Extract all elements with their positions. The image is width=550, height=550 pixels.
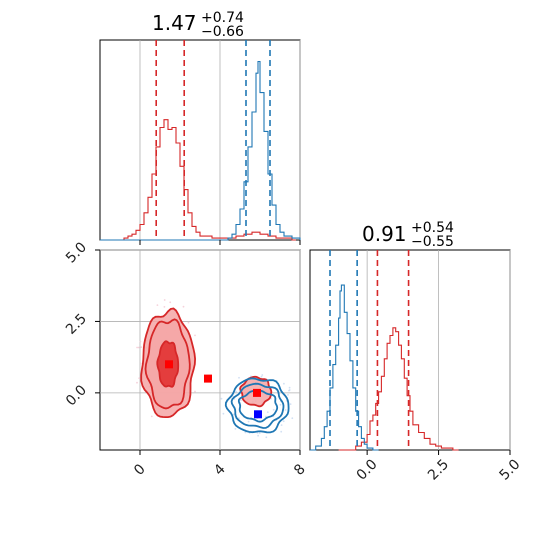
scatter-point — [163, 306, 166, 308]
scatter-point — [150, 415, 153, 418]
marker-red — [165, 360, 173, 369]
contour-blue-inner — [237, 389, 279, 423]
scatter-point — [282, 420, 285, 423]
marker-blue — [254, 410, 262, 419]
scatter-point — [138, 377, 141, 380]
x-tick-label: 5.0 — [496, 456, 523, 483]
scatter-point — [280, 430, 283, 433]
scatter-point — [232, 413, 235, 416]
param1-histogram-frame — [99, 39, 301, 241]
scatter-point — [238, 417, 240, 420]
scatter-point — [260, 375, 263, 378]
scatter-point — [137, 346, 140, 349]
joint-contours — [140, 307, 290, 434]
param2-x-axis: 0.0 2.5 5.0 — [354, 450, 524, 484]
scatter-point — [272, 408, 275, 411]
x-tick-label: 0 — [131, 461, 149, 479]
scatter-point — [139, 362, 142, 365]
scatter-point — [235, 390, 238, 393]
scatter-point — [279, 403, 282, 406]
marker-red — [253, 388, 261, 397]
scatter-point — [258, 432, 261, 434]
param2-quantile-lines — [329, 250, 410, 450]
param1-title-lower: −0.66 — [201, 24, 244, 40]
scatter-point — [287, 394, 289, 396]
scatter-point — [222, 412, 225, 415]
y-tick-label: 0.0 — [63, 382, 90, 409]
param2-title-value: 0.91 — [362, 222, 407, 246]
scatter-point — [265, 436, 268, 439]
scatter-point — [280, 424, 283, 426]
param2-histogram-frame — [309, 249, 511, 451]
scatter-point — [139, 340, 142, 343]
param1-histogram-ticks — [139, 240, 301, 245]
x-tick-label: 8 — [291, 461, 309, 479]
y-tick-label: 5.0 — [63, 239, 90, 266]
scatter-point — [182, 305, 185, 308]
marker-red — [204, 374, 212, 383]
scatter-point — [194, 334, 196, 337]
scatter-point — [136, 381, 138, 384]
joint-markers — [165, 360, 262, 419]
scatter-point — [163, 299, 166, 301]
scatter-point — [169, 301, 172, 304]
scatter-point — [291, 417, 294, 420]
param2-histogram-panel — [309, 249, 511, 451]
scatter-point — [136, 346, 139, 349]
scatter-point — [140, 346, 143, 349]
contour-blue-middle — [230, 382, 285, 429]
param1-histogram-series — [100, 60, 301, 241]
contour-blue-outer — [224, 377, 290, 434]
scatter-point — [266, 411, 269, 414]
param1-title-value: 1.47 — [152, 11, 197, 35]
scatter-point — [238, 376, 240, 379]
scatter-point — [288, 386, 291, 389]
param1-quantile-lines — [155, 40, 271, 240]
x-tick-label: 0.0 — [354, 456, 381, 483]
param2-title-upper: +0.54 — [411, 220, 454, 236]
param1-title-upper: +0.74 — [201, 10, 244, 26]
scatter-point — [156, 304, 159, 306]
joint-x-axis: 0 4 8 — [131, 450, 309, 479]
x-tick-label: 2.5 — [425, 456, 452, 483]
scatter-point — [265, 415, 267, 418]
param2-title-lower: −0.55 — [411, 234, 454, 250]
histogram-red — [100, 119, 296, 241]
param1-histogram-panel — [99, 39, 301, 245]
scatter-point — [261, 374, 264, 376]
scatter-point — [247, 420, 250, 423]
joint-contour-frame — [99, 249, 301, 451]
scatter-point — [240, 399, 242, 402]
param2-histogram-grid — [366, 250, 511, 450]
param2-title: 0.91 +0.54 −0.55 — [362, 220, 454, 250]
scatter-point — [288, 389, 291, 391]
param1-title: 1.47 +0.74 −0.66 — [152, 10, 244, 40]
scatter-point — [257, 434, 259, 437]
x-tick-label: 4 — [211, 461, 229, 479]
scatter-point — [244, 431, 247, 434]
histogram-blue — [100, 60, 301, 241]
scatter-point — [194, 390, 196, 393]
scatter-point — [187, 321, 190, 324]
scatter-point — [220, 397, 223, 400]
joint-y-axis: 0.0 2.5 5.0 — [63, 239, 100, 409]
histogram-blue — [310, 284, 379, 451]
scatter-point — [283, 382, 285, 385]
histogram-red — [338, 327, 459, 451]
scatter-point — [289, 403, 292, 405]
param1-histogram-grid — [139, 40, 301, 240]
y-tick-label: 2.5 — [63, 311, 90, 338]
joint-contour-panel — [99, 249, 301, 451]
param2-histogram-series — [310, 284, 459, 451]
scatter-point — [284, 409, 287, 411]
scatter-point — [234, 428, 237, 430]
